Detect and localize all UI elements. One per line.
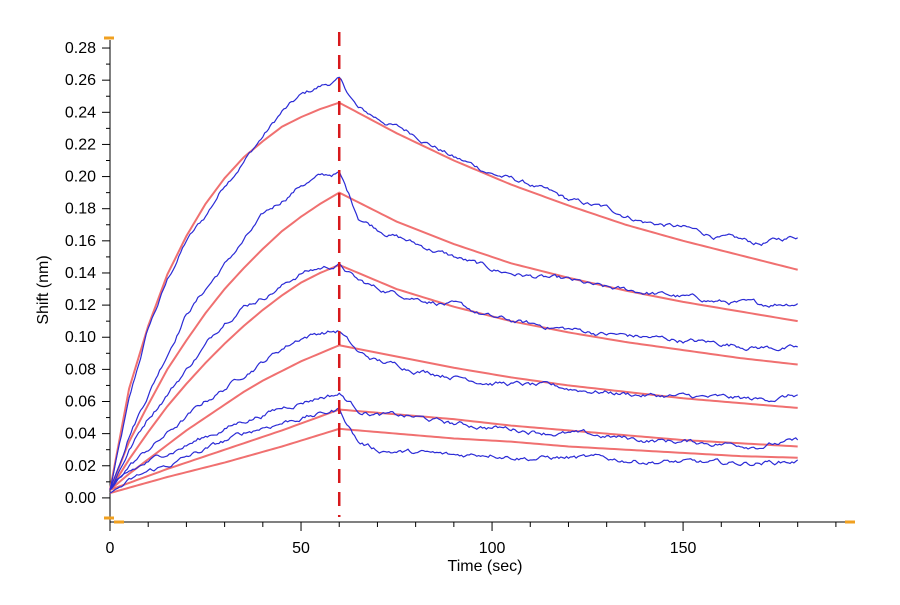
x-axis-title: Time (sec) [448,558,523,575]
measured-curve-measured-6 [109,407,799,494]
y-tick-label: 0.16 [65,233,96,250]
measured-curve-measured-1 [109,76,798,490]
curves-layer [109,76,799,495]
fit-curve-fit-6 [109,427,798,495]
y-tick-label: 0.04 [65,426,96,443]
x-tick-label: 150 [670,540,697,557]
y-axis-title: Shift (nm) [35,255,52,324]
y-tick-label: 0.12 [65,297,96,314]
fit-curve-fit-2 [109,191,798,491]
fit-curve-fit-5 [109,408,798,491]
y-tick-label: 0.08 [65,361,96,378]
x-tick-label: 100 [479,540,506,557]
measured-curve-measured-2 [109,170,799,491]
measured-curve-measured-4 [109,330,798,491]
y-tick-label: 0.00 [65,490,96,507]
x-tick-label: 50 [292,540,310,557]
y-tick-label: 0.06 [65,394,96,411]
y-tick-label: 0.24 [65,104,96,121]
measured-curve-measured-5 [109,392,799,491]
fit-curve-fit-4 [109,344,798,491]
x-tick-label: 0 [106,540,115,557]
fit-curve-fit-1 [109,101,798,491]
fit-curve-fit-3 [109,263,798,491]
axes-layer: 0.00 0.02 0.04 0.06 0.08 0.10 0.12 0.14 0.16 0.18… [65,36,855,557]
y-tick-label: 0.26 [65,72,96,89]
y-tick-label: 0.10 [65,329,96,346]
y-tick-label: 0.28 [65,40,96,57]
measured-curve-measured-3 [109,262,798,491]
y-tick-label: 0.20 [65,169,96,186]
y-tick-label: 0.18 [65,201,96,218]
y-tick-label: 0.22 [65,136,96,153]
y-tick-label: 0.14 [65,265,96,282]
y-tick-label: 0.02 [65,458,96,475]
